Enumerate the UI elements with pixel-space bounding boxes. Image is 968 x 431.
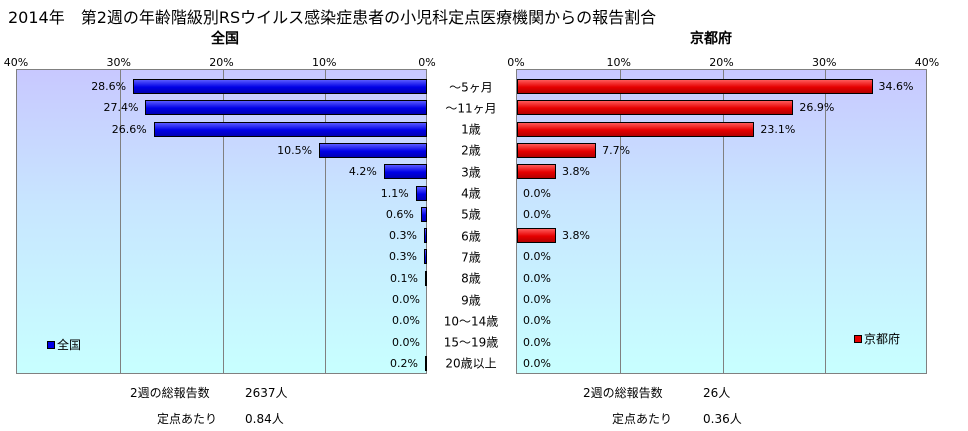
national-data-label: 0.0% [392, 335, 420, 349]
national-tick-label: 20% [209, 56, 234, 69]
national-bar [424, 355, 427, 371]
category-label: 6歳 [461, 229, 481, 244]
kyoto-data-label: 3.8% [562, 165, 590, 179]
kyoto-data-label: 0.0% [523, 335, 551, 349]
national-bar [383, 164, 427, 180]
category-label: 2歳 [461, 143, 481, 158]
national-data-label: 28.6% [91, 80, 127, 93]
national-total-label: 2週の総報告数 [130, 386, 210, 400]
national-data-label: 1.1% [380, 186, 409, 200]
kyoto-legend: 京都府 [854, 330, 900, 347]
kyoto-bar [517, 228, 557, 244]
kyoto-tick-label: 10% [606, 56, 631, 69]
category-label: 8歳 [461, 271, 481, 286]
kyoto-bar [517, 142, 597, 158]
national-legend-swatch [47, 340, 55, 349]
category-label: 9歳 [461, 293, 481, 307]
national-data-label: 0.3% [388, 250, 417, 264]
national-bar [319, 142, 427, 158]
kyoto-data-label: 7.7% [602, 143, 631, 157]
chart-title: 2014年 第2週の年齢階級別RSウイルス感染症患者の小児科定点医療機関からの報… [8, 8, 657, 27]
national-legend-label: 全国 [57, 338, 82, 352]
national-gridline [119, 70, 121, 373]
category-label: 3歳 [461, 165, 481, 180]
kyoto-tick-label: 30% [812, 56, 837, 69]
kyoto-data-label: 0.0% [523, 207, 551, 221]
national-data-label: 26.6% [111, 122, 147, 136]
category-label: 15～19歳 [443, 335, 499, 350]
national-data-label: 0.2% [390, 356, 418, 370]
category-label: 1歳 [461, 122, 481, 137]
national-data-label: 10.5% [277, 143, 313, 157]
national-bar [423, 249, 427, 265]
national-data-label: 0.3% [388, 229, 417, 243]
national-total-value: 2637人 [245, 386, 288, 400]
national-bar [415, 185, 427, 201]
kyoto-total-label: 2週の総報告数 [583, 386, 663, 400]
kyoto-data-label: 3.8% [562, 229, 590, 243]
kyoto-tick-label: 0% [507, 56, 525, 69]
kyoto-tick-label: 20% [709, 56, 734, 69]
national-plot-area: 全国 28.6% 27.4% 26.6% 10.5% 4.2% 1.1% 0.6% 0.3% 0… [16, 69, 427, 374]
national-data-label: 0.1% [390, 271, 418, 285]
kyoto-panel-title: 京都府 [690, 31, 732, 47]
national-bar [423, 228, 427, 244]
category-label: 4歳 [461, 186, 481, 201]
national-data-label: 0.6% [385, 207, 414, 221]
kyoto-per-value: 0.36人 [703, 412, 742, 426]
kyoto-gridline [825, 70, 827, 373]
national-data-label: 0.0% [392, 314, 420, 328]
kyoto-data-label: 26.9% [799, 101, 835, 115]
category-label: ～5ヶ月 [449, 80, 493, 94]
kyoto-gridline [722, 70, 724, 373]
kyoto-data-label: 0.0% [523, 250, 551, 264]
kyoto-bar [517, 121, 755, 137]
national-per-label: 定点あたり [157, 412, 218, 426]
national-bar [133, 79, 427, 94]
national-data-label: 0.0% [392, 293, 420, 306]
national-tick-label: 0% [418, 56, 436, 69]
kyoto-data-label: 23.1% [760, 122, 796, 136]
kyoto-bar [517, 79, 873, 94]
category-label: ～11ヶ月 [445, 101, 497, 116]
kyoto-gridline [619, 70, 621, 373]
national-bar [420, 206, 427, 222]
national-data-label: 27.4% [103, 101, 139, 115]
kyoto-bar [517, 100, 794, 116]
kyoto-data-label: 34.6% [878, 80, 914, 93]
kyoto-legend-label: 京都府 [864, 332, 901, 346]
national-tick-label: 40% [3, 56, 29, 69]
national-data-label: 4.2% [348, 165, 377, 179]
kyoto-legend-swatch [854, 334, 862, 343]
kyoto-data-label: 0.0% [523, 293, 551, 306]
kyoto-total-value: 26人 [703, 386, 731, 400]
national-bar [153, 121, 427, 137]
national-per-value: 0.84人 [245, 412, 284, 426]
category-label: 5歳 [461, 207, 481, 222]
national-gridline [222, 70, 224, 373]
kyoto-per-label: 定点あたり [612, 412, 673, 426]
kyoto-data-label: 0.0% [523, 186, 551, 200]
national-gridline [325, 70, 327, 373]
national-panel-title: 全国 [211, 31, 239, 47]
kyoto-data-label: 0.0% [523, 356, 551, 370]
category-label: 10～14歳 [443, 314, 499, 329]
kyoto-data-label: 0.0% [523, 314, 551, 328]
national-legend: 全国 [47, 336, 81, 353]
kyoto-bar [517, 164, 557, 180]
national-bar [425, 270, 427, 286]
kyoto-data-label: 0.0% [523, 271, 551, 285]
national-bar [145, 100, 427, 116]
category-label: 7歳 [461, 250, 481, 265]
national-tick-label: 10% [312, 56, 337, 69]
national-tick-label: 30% [106, 56, 131, 69]
kyoto-tick-label: 40% [914, 56, 940, 69]
kyoto-plot-area: 京都府 34.6% 26.9% 23.1% 7.7% 3.8% 0.0% 0.0% 3.8% 0… [516, 69, 927, 374]
category-label: 20歳以上 [445, 356, 497, 371]
